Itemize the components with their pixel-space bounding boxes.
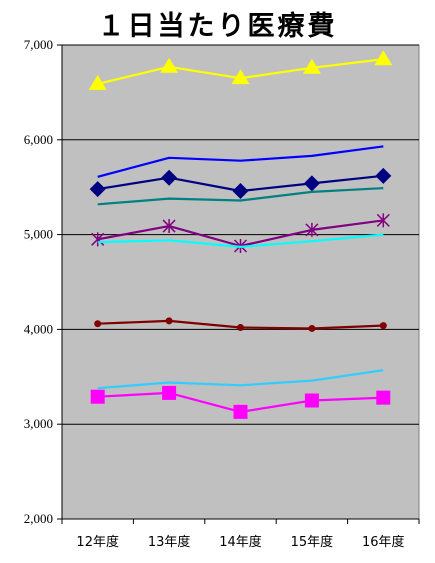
chart-title: １日当たり医療費 xyxy=(97,11,338,42)
x-tick-label: 12年度 xyxy=(76,534,119,550)
x-tick-label: 13年度 xyxy=(148,534,191,550)
data-point xyxy=(162,385,177,400)
data-point xyxy=(160,57,179,73)
data-point xyxy=(305,222,319,237)
y-tick-label: 4,000 xyxy=(24,321,53,336)
data-point xyxy=(232,182,249,199)
x-tick-label: 14年度 xyxy=(219,534,262,550)
y-tick-label: 2,000 xyxy=(24,511,53,526)
data-point xyxy=(233,404,248,419)
series-8 xyxy=(97,369,384,390)
data-point xyxy=(308,324,316,332)
data-point xyxy=(375,167,392,184)
data-point xyxy=(89,181,106,198)
data-point xyxy=(94,320,102,328)
data-point xyxy=(303,175,320,192)
series-group xyxy=(88,50,393,419)
plot-area xyxy=(61,44,420,520)
data-point xyxy=(379,322,387,330)
data-point xyxy=(376,213,390,228)
y-tick-label: 5,000 xyxy=(24,227,53,242)
series-line xyxy=(97,369,384,390)
data-point xyxy=(165,317,173,325)
x-tick-label: 15年度 xyxy=(291,534,334,550)
series-line xyxy=(97,187,384,206)
series-1 xyxy=(88,50,393,90)
series-9 xyxy=(90,385,391,419)
series-4 xyxy=(97,187,384,206)
data-point xyxy=(162,219,176,234)
series-3 xyxy=(89,167,392,199)
series-line xyxy=(97,145,384,178)
data-point xyxy=(304,393,319,408)
data-point xyxy=(302,58,321,74)
y-tick-label: 6,000 xyxy=(24,132,53,147)
series-7 xyxy=(94,317,387,332)
data-point xyxy=(161,169,178,186)
series-2 xyxy=(97,145,384,178)
y-tick-label: 7,000 xyxy=(24,37,53,52)
data-point xyxy=(231,69,250,85)
data-point xyxy=(376,390,391,405)
x-tick-label: 16年度 xyxy=(362,534,405,550)
y-tick-label: 3,000 xyxy=(24,416,53,431)
series-line xyxy=(97,233,384,248)
data-point xyxy=(90,389,105,404)
series-6 xyxy=(97,233,384,248)
data-point xyxy=(91,232,105,247)
axes xyxy=(57,44,420,524)
data-point xyxy=(374,50,393,66)
axis-labels: 2,000 3,000 4,000 5,000 6,000 7,000 12年度 13年度 14… xyxy=(24,37,405,550)
data-point xyxy=(237,324,244,332)
data-point xyxy=(88,74,107,90)
